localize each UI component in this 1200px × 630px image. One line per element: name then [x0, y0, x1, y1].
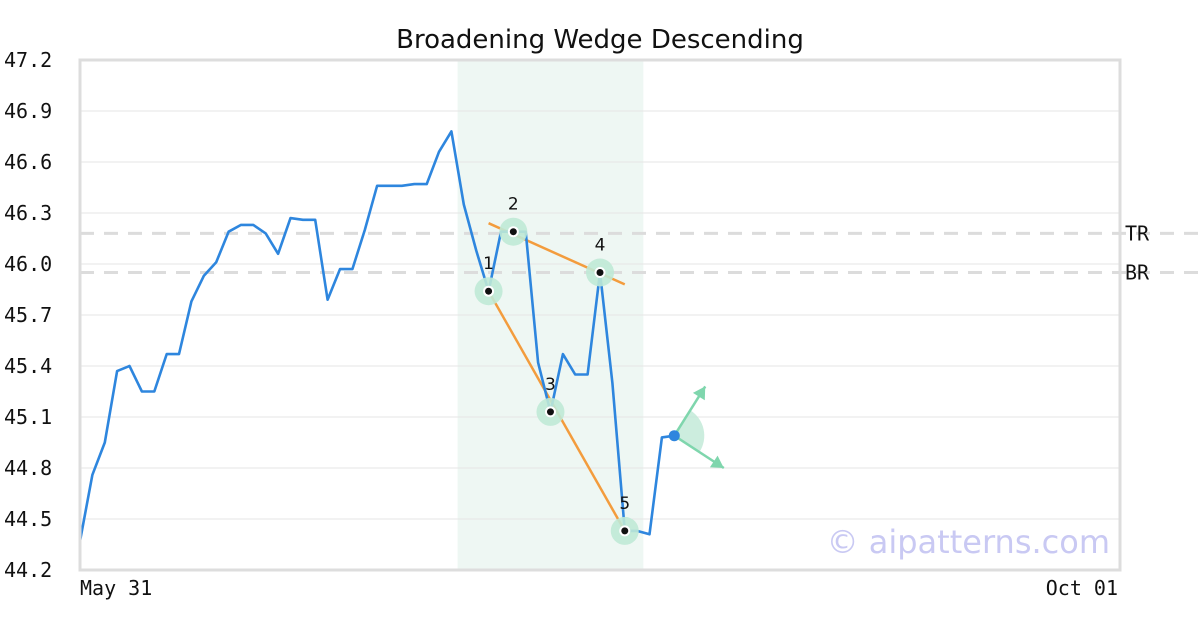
pattern-point-label: 2: [508, 195, 519, 215]
y-tick-label: 45.1: [4, 405, 52, 429]
current-price-point: [668, 430, 680, 442]
pattern-point: [485, 287, 493, 295]
y-tick-label: 45.4: [4, 354, 52, 378]
projection-wedge: [674, 410, 705, 453]
y-tick-label: 47.2: [4, 48, 52, 72]
pattern-point: [509, 228, 517, 236]
pattern-point: [546, 408, 554, 416]
y-tick-label: 46.6: [4, 150, 52, 174]
y-tick-label: 44.8: [4, 456, 52, 480]
x-tick-label: Oct 01: [1046, 576, 1118, 600]
price-line: [78, 130, 675, 542]
plot-area: 47.2 46.9 46.6 46.3 46.0 45.7 45.4 45.1 44.8 44.5…: [4, 48, 1200, 600]
level-label-br: BR: [1125, 261, 1150, 285]
pattern-point-label: 3: [545, 375, 556, 395]
y-tick-label: 44.5: [4, 507, 52, 531]
y-tick-label: 46.0: [4, 252, 52, 276]
projection-arrow-up-head: [692, 386, 706, 401]
plot-border: [78, 58, 1122, 572]
pattern-point-label: 4: [595, 236, 606, 256]
pattern-point: [621, 527, 629, 535]
pattern-point-label: 5: [619, 494, 630, 514]
projection-arrow-down-head: [709, 455, 724, 468]
x-tick-label: May 31: [80, 576, 152, 600]
level-label-tr: TR: [1125, 221, 1150, 245]
chart-title: Broadening Wedge Descending: [396, 25, 804, 55]
y-tick-label: 45.7: [4, 303, 52, 327]
pattern-point: [596, 269, 604, 276]
y-tick-label: 46.3: [4, 201, 52, 225]
pattern-point-label: 1: [483, 254, 494, 274]
y-tick-label: 46.9: [4, 99, 52, 123]
watermark: © aipatterns.com: [827, 523, 1110, 561]
y-tick-label: 44.2: [4, 558, 52, 582]
